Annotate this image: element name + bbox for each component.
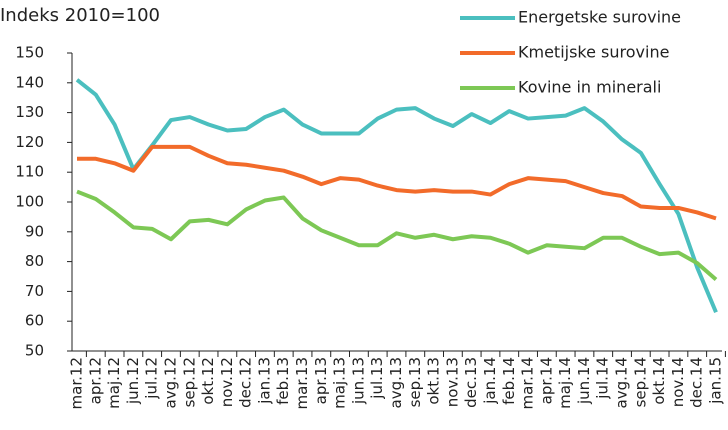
x-tick-label: dec.12 xyxy=(237,357,255,408)
x-tick-label: jul.14 xyxy=(594,357,612,400)
x-tick-label: feb.13 xyxy=(274,357,292,405)
y-tick-label: 120 xyxy=(15,133,44,151)
x-tick-label: feb.14 xyxy=(500,357,518,405)
x-tick-label: maj.14 xyxy=(556,357,574,409)
x-tick-label: okt.12 xyxy=(199,357,217,405)
y-tick-label: 150 xyxy=(15,44,44,62)
x-tick-label: jan.13 xyxy=(255,357,273,405)
x-tick-label: mar.14 xyxy=(519,357,537,409)
y-tick-label: 90 xyxy=(25,222,44,240)
x-tick-label: jun.14 xyxy=(575,357,593,405)
x-tick-label: jan.15 xyxy=(707,357,725,405)
y-tick-label: 70 xyxy=(25,282,44,300)
legend-label: Kovine in minerali xyxy=(518,78,661,97)
x-tick-label: nov.12 xyxy=(218,357,236,407)
x-tick-label: apr.14 xyxy=(537,357,555,404)
x-tick-label: mar.13 xyxy=(293,357,311,409)
x-tick-label: apr.13 xyxy=(312,357,330,404)
x-tick-label: jan.14 xyxy=(481,357,499,405)
x-tick-label: nov.13 xyxy=(443,357,461,407)
x-tick-label: nov.14 xyxy=(669,357,687,407)
x-tick-label: jul.13 xyxy=(368,357,386,400)
y-tick-label: 100 xyxy=(15,193,44,211)
chart-title: Indeks 2010=100 xyxy=(0,5,160,26)
series-line xyxy=(77,144,717,221)
x-tick-label: sep.14 xyxy=(631,357,649,407)
x-tick-label: avg.12 xyxy=(161,357,179,408)
x-tick-label: sep.13 xyxy=(406,357,424,407)
x-tick-label: dec.13 xyxy=(462,357,480,408)
x-tick-label: maj.13 xyxy=(331,357,349,409)
x-tick-label: apr.12 xyxy=(86,357,104,404)
y-tick-label: 110 xyxy=(15,163,44,181)
legend-label: Kmetijske surovine xyxy=(518,43,669,62)
x-tick-label: jun.12 xyxy=(124,357,142,405)
x-tick-label: okt.14 xyxy=(650,357,668,405)
y-tick-label: 140 xyxy=(15,73,44,91)
y-tick-label: 50 xyxy=(25,342,44,360)
x-tick-label: jul.12 xyxy=(143,357,161,400)
x-tick-label: dec.14 xyxy=(688,357,706,408)
x-tick-label: okt.13 xyxy=(425,357,443,405)
x-tick-label: avg.13 xyxy=(387,357,405,408)
y-tick-label: 80 xyxy=(25,252,44,270)
series-line xyxy=(75,78,718,314)
x-tick-label: maj.12 xyxy=(105,357,123,409)
legend-label: Energetske surovine xyxy=(518,8,681,27)
x-tick-label: sep.12 xyxy=(180,357,198,407)
x-tick-label: jun.13 xyxy=(349,357,367,405)
y-tick-label: 130 xyxy=(15,103,44,121)
y-tick-label: 60 xyxy=(25,312,44,330)
series-line xyxy=(76,189,718,281)
x-tick-label: mar.12 xyxy=(68,357,86,409)
x-tick-label: avg.14 xyxy=(613,357,631,408)
